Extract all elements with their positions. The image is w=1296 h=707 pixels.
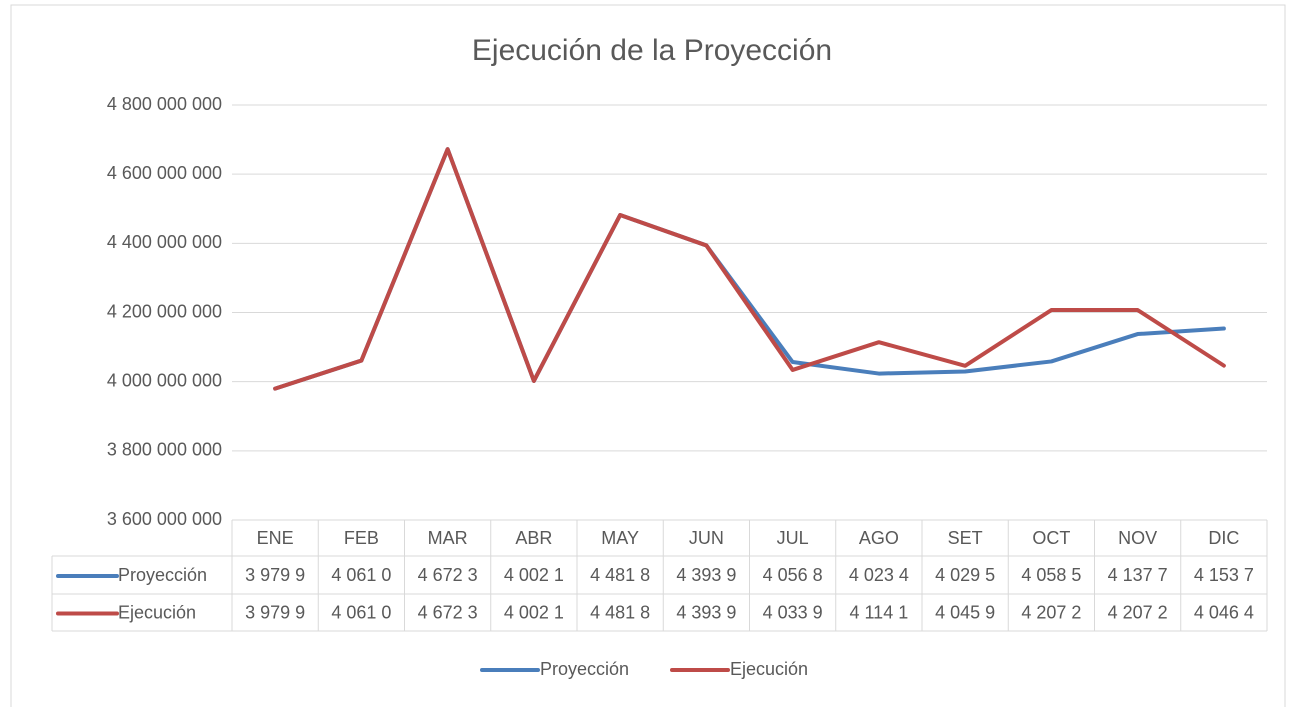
table-cell: 4 033 9 bbox=[763, 602, 823, 622]
x-tick-label: OCT bbox=[1032, 528, 1070, 548]
table-cell: 4 023 4 bbox=[849, 565, 909, 585]
x-tick-label: DIC bbox=[1208, 528, 1239, 548]
table-cell: 4 061 0 bbox=[331, 565, 391, 585]
table-cell: 4 393 9 bbox=[676, 602, 736, 622]
x-tick-label: ABR bbox=[515, 528, 552, 548]
legend-label: Ejecución bbox=[730, 659, 808, 679]
table-cell: 4 393 9 bbox=[676, 565, 736, 585]
table-cell: 4 672 3 bbox=[418, 602, 478, 622]
x-tick-label: JUL bbox=[777, 528, 809, 548]
table-cell: 4 029 5 bbox=[935, 565, 995, 585]
table-series-name: Proyección bbox=[118, 565, 207, 585]
table-cell: 3 979 9 bbox=[245, 602, 305, 622]
x-tick-label: MAY bbox=[601, 528, 639, 548]
y-tick-label: 3 800 000 000 bbox=[107, 440, 222, 460]
table-cell: 4 045 9 bbox=[935, 602, 995, 622]
x-tick-label: NOV bbox=[1118, 528, 1157, 548]
chart-title: Ejecución de la Proyección bbox=[472, 34, 832, 67]
table-series-name: Ejecución bbox=[118, 602, 196, 622]
table-cell: 4 481 8 bbox=[590, 565, 650, 585]
table-cell: 4 207 2 bbox=[1021, 602, 1081, 622]
table-cell: 4 114 1 bbox=[850, 602, 909, 622]
table-cell: 4 002 1 bbox=[504, 602, 564, 622]
line-series bbox=[273, 147, 1226, 391]
y-tick-label: 3 600 000 000 bbox=[107, 509, 222, 529]
x-tick-label: JUN bbox=[689, 528, 724, 548]
y-tick-label: 4 000 000 000 bbox=[107, 370, 222, 390]
table-cell: 4 058 5 bbox=[1021, 565, 1081, 585]
table-cell: 4 056 8 bbox=[763, 565, 823, 585]
y-tick-label: 4 600 000 000 bbox=[107, 163, 222, 183]
y-tick-label: 4 400 000 000 bbox=[107, 232, 222, 252]
y-tick-label: 4 800 000 000 bbox=[107, 94, 222, 114]
table-cell: 4 002 1 bbox=[504, 565, 564, 585]
table-cell: 4 046 4 bbox=[1194, 602, 1254, 622]
x-tick-label: MAR bbox=[428, 528, 468, 548]
y-tick-label: 4 200 000 000 bbox=[107, 301, 222, 321]
x-tick-label: AGO bbox=[859, 528, 899, 548]
x-tick-label: FEB bbox=[344, 528, 379, 548]
table-cell: 3 979 9 bbox=[245, 565, 305, 585]
x-tick-label: SET bbox=[948, 528, 983, 548]
table-cell: 4 153 7 bbox=[1194, 565, 1254, 585]
legend-label: Proyección bbox=[540, 659, 629, 679]
table-cell: 4 207 2 bbox=[1108, 602, 1168, 622]
x-tick-label: ENE bbox=[257, 528, 294, 548]
table-cell: 4 137 7 bbox=[1108, 565, 1168, 585]
table-cell: 4 481 8 bbox=[590, 602, 650, 622]
table-cell: 4 061 0 bbox=[331, 602, 391, 622]
table-cell: 4 672 3 bbox=[418, 565, 478, 585]
